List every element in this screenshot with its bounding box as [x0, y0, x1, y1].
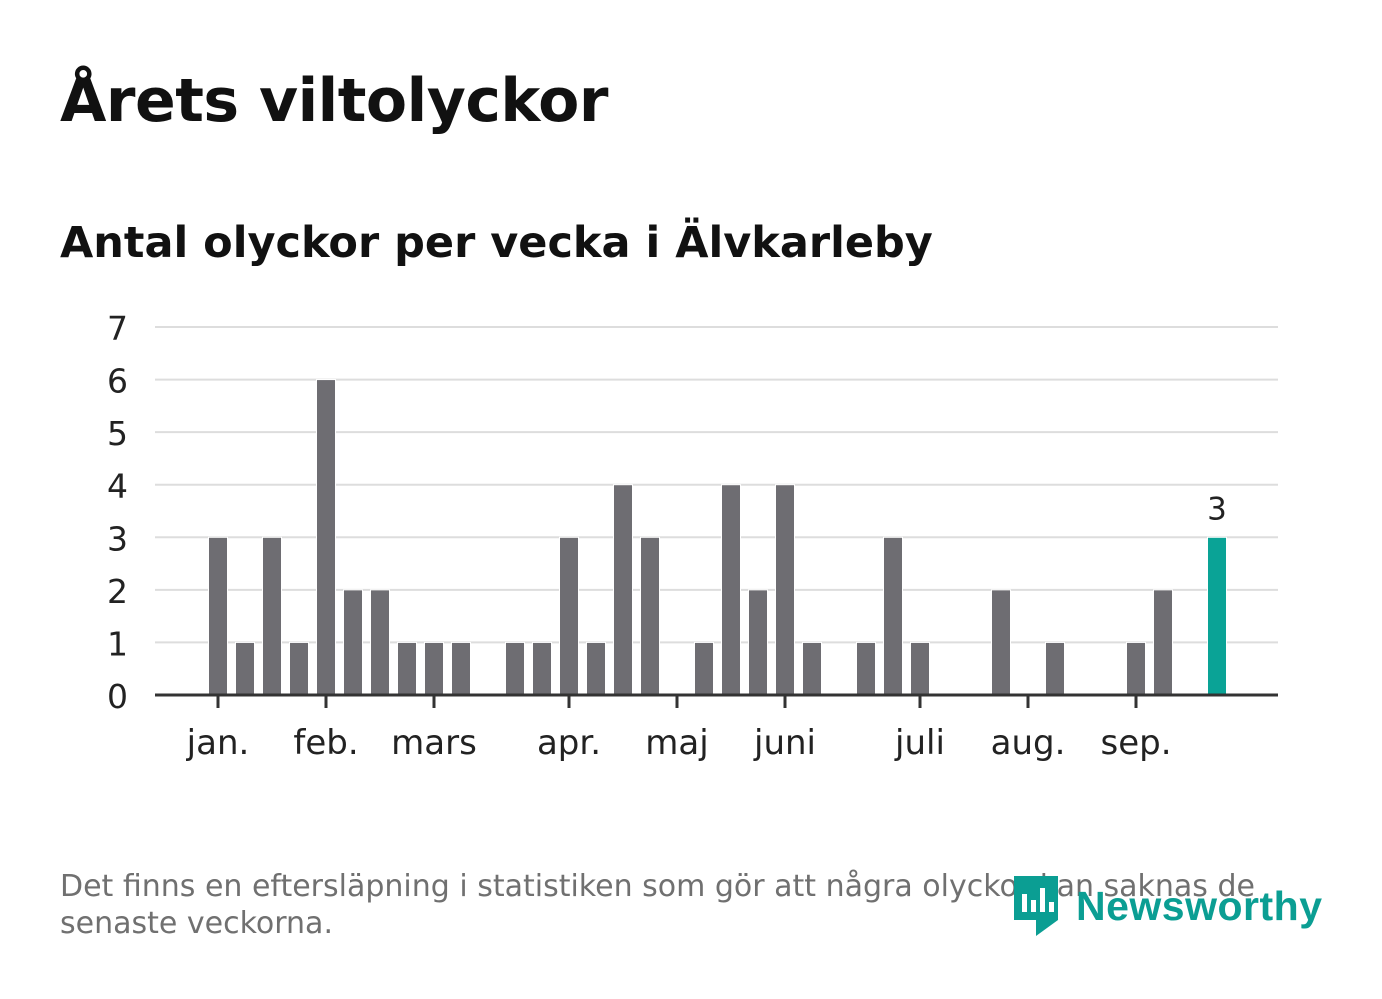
bar [559, 536, 579, 696]
bar [613, 484, 633, 696]
bar [775, 484, 795, 696]
bar [910, 641, 930, 696]
bars [208, 379, 1227, 696]
x-axis-labels: jan. feb. mars apr. maj juni juli aug. sep. [186, 695, 1172, 763]
bar [289, 641, 309, 696]
x-tick-label: mars [391, 723, 477, 763]
bar [532, 641, 552, 696]
bar [424, 641, 444, 696]
bar [316, 379, 336, 696]
x-tick-label: jan. [186, 723, 250, 763]
bar [262, 536, 282, 696]
x-tick-label: juni [753, 723, 816, 763]
y-tick-label: 4 [107, 467, 128, 506]
bar [343, 589, 363, 696]
bar [1045, 641, 1065, 696]
bar [586, 641, 606, 696]
y-tick-label: 5 [107, 414, 128, 453]
newsworthy-logo: Newsworthy [1010, 872, 1323, 940]
bar [721, 484, 741, 696]
x-tick-label: apr. [537, 723, 601, 763]
x-tick-label: sep. [1100, 723, 1171, 763]
bar [640, 536, 660, 696]
bar [1153, 589, 1173, 696]
y-axis-labels: 0 1 2 3 4 5 6 7 [107, 309, 128, 716]
x-tick-label: maj [645, 723, 708, 763]
x-tick-label: aug. [991, 723, 1066, 763]
bar [397, 641, 417, 696]
data-label: 3 [1207, 491, 1227, 527]
bar [505, 641, 525, 696]
bar [208, 536, 228, 696]
x-tick-label: feb. [293, 723, 358, 763]
bar [991, 589, 1011, 696]
y-tick-label: 7 [107, 309, 128, 348]
bar [883, 536, 903, 696]
bar [694, 641, 714, 696]
chart-subtitle: Antal olyckor per vecka i Älvkarleby [60, 218, 933, 268]
newsworthy-logo-icon [1014, 876, 1058, 936]
data-labels: 3 [1207, 491, 1227, 527]
x-tick-label: juli [894, 723, 945, 763]
bar [370, 589, 390, 696]
y-tick-label: 3 [107, 519, 128, 558]
bar [235, 641, 255, 696]
y-tick-label: 0 [107, 677, 128, 716]
y-tick-label: 2 [107, 572, 128, 611]
y-tick-label: 6 [107, 362, 128, 401]
gridlines [155, 326, 1278, 644]
bar [802, 641, 822, 696]
bar [748, 589, 768, 696]
newsworthy-logo-text: Newsworthy [1076, 882, 1323, 929]
bar [451, 641, 471, 696]
bar [856, 641, 876, 696]
bar-current-week [1207, 536, 1227, 696]
y-tick-label: 1 [107, 624, 128, 663]
bar [1126, 641, 1146, 696]
chart-title: Årets viltolyckor [60, 66, 609, 136]
